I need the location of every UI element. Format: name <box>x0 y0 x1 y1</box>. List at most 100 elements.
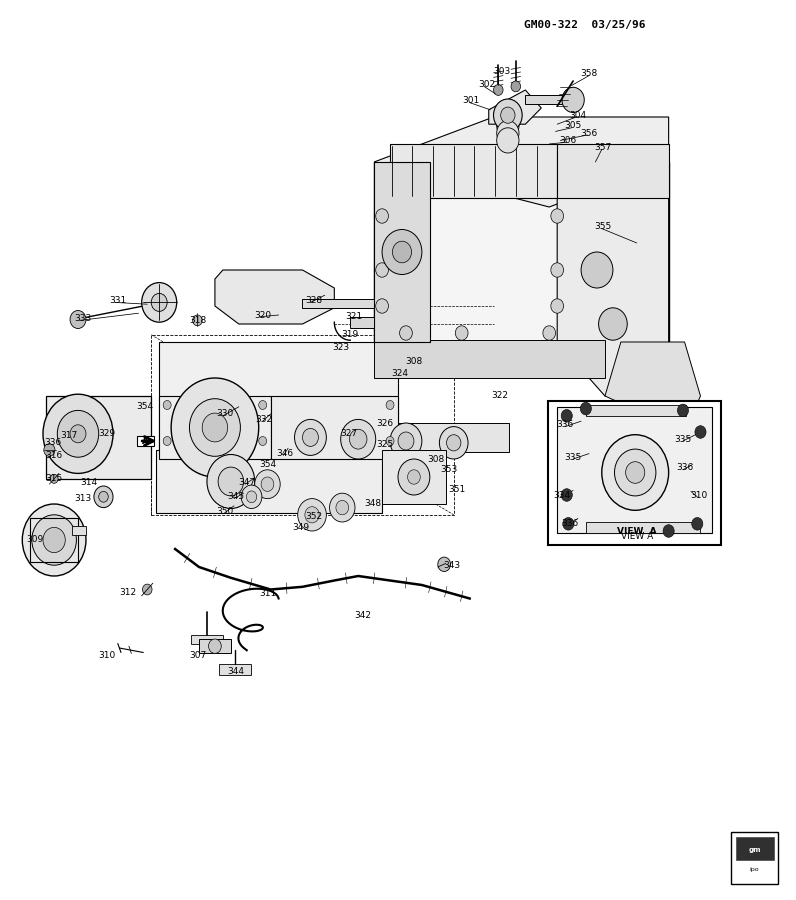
Circle shape <box>330 493 355 522</box>
Text: 336: 336 <box>44 438 61 447</box>
Text: 322: 322 <box>491 392 509 400</box>
Circle shape <box>392 241 412 263</box>
Circle shape <box>386 436 394 446</box>
Text: 305: 305 <box>564 122 582 130</box>
Circle shape <box>142 584 152 595</box>
Circle shape <box>259 436 267 446</box>
Text: 342: 342 <box>354 611 372 620</box>
Circle shape <box>561 410 572 422</box>
Bar <box>548 400 721 544</box>
Circle shape <box>163 400 171 410</box>
Circle shape <box>497 113 519 139</box>
Circle shape <box>255 470 280 499</box>
Circle shape <box>207 454 255 508</box>
Circle shape <box>50 474 58 483</box>
Text: 302: 302 <box>478 80 496 89</box>
Circle shape <box>376 263 388 277</box>
Circle shape <box>390 423 422 459</box>
Circle shape <box>438 557 451 572</box>
Text: 347: 347 <box>238 478 256 487</box>
Polygon shape <box>219 664 251 675</box>
Text: 354: 354 <box>259 460 276 469</box>
Text: 332: 332 <box>256 415 273 424</box>
Text: 324: 324 <box>391 369 408 378</box>
Circle shape <box>209 639 221 653</box>
Text: 345: 345 <box>227 492 244 501</box>
Text: 323: 323 <box>332 343 349 352</box>
Text: 328: 328 <box>305 296 322 305</box>
Text: 319: 319 <box>341 330 359 339</box>
Circle shape <box>44 444 55 456</box>
Circle shape <box>261 477 274 491</box>
Circle shape <box>43 394 113 473</box>
Text: VIEW A: VIEW A <box>621 532 653 541</box>
Text: 327: 327 <box>340 429 357 438</box>
Polygon shape <box>374 340 605 378</box>
Circle shape <box>189 399 240 456</box>
Circle shape <box>692 518 703 530</box>
Circle shape <box>626 462 645 483</box>
Text: 334: 334 <box>553 491 571 500</box>
Text: VIEW  A: VIEW A <box>617 527 657 536</box>
Circle shape <box>376 299 388 313</box>
Circle shape <box>439 427 468 459</box>
Text: 326: 326 <box>377 418 394 427</box>
Text: 331: 331 <box>109 296 127 305</box>
Circle shape <box>295 419 326 455</box>
Text: 351: 351 <box>448 485 466 494</box>
Circle shape <box>562 87 584 112</box>
Circle shape <box>563 518 574 530</box>
Circle shape <box>447 435 461 451</box>
Polygon shape <box>374 162 430 342</box>
Circle shape <box>677 404 689 417</box>
Text: 310: 310 <box>690 491 708 500</box>
Circle shape <box>615 449 656 496</box>
Text: 353: 353 <box>440 465 458 474</box>
Polygon shape <box>557 144 669 198</box>
Text: 335: 335 <box>674 435 692 444</box>
Polygon shape <box>557 198 669 396</box>
Polygon shape <box>350 317 374 328</box>
Text: 311: 311 <box>259 590 276 598</box>
Text: 321: 321 <box>345 312 362 321</box>
Text: 310: 310 <box>98 651 115 660</box>
Polygon shape <box>156 450 382 513</box>
Text: 330: 330 <box>216 410 233 418</box>
Polygon shape <box>374 162 669 342</box>
Text: 333: 333 <box>74 314 92 323</box>
Text: 306: 306 <box>560 136 577 145</box>
Circle shape <box>336 500 349 515</box>
Circle shape <box>501 107 515 123</box>
Text: 343: 343 <box>443 561 461 570</box>
Text: 308: 308 <box>427 454 445 464</box>
Text: GM00-322  03/25/96: GM00-322 03/25/96 <box>525 20 646 31</box>
Text: 335: 335 <box>564 453 582 462</box>
Circle shape <box>22 504 86 576</box>
Text: 304: 304 <box>569 111 587 120</box>
Polygon shape <box>489 90 541 124</box>
Text: 349: 349 <box>292 523 310 532</box>
Circle shape <box>382 230 422 274</box>
Polygon shape <box>586 405 686 416</box>
Circle shape <box>511 81 521 92</box>
Circle shape <box>497 128 519 153</box>
Circle shape <box>398 459 430 495</box>
Polygon shape <box>605 342 700 432</box>
Text: 307: 307 <box>189 651 206 660</box>
Text: 336: 336 <box>676 464 693 472</box>
Circle shape <box>163 436 171 446</box>
Text: 314: 314 <box>80 478 98 487</box>
Circle shape <box>32 515 76 565</box>
Circle shape <box>663 525 674 537</box>
Circle shape <box>599 308 627 340</box>
Circle shape <box>202 413 228 442</box>
Circle shape <box>581 252 613 288</box>
Polygon shape <box>525 95 573 104</box>
Text: 316: 316 <box>45 451 63 460</box>
Text: ipo: ipo <box>750 867 759 872</box>
Text: 301: 301 <box>462 96 480 105</box>
Polygon shape <box>382 450 446 504</box>
Text: A: A <box>142 436 149 446</box>
Polygon shape <box>302 299 382 308</box>
Text: 346: 346 <box>276 449 294 458</box>
